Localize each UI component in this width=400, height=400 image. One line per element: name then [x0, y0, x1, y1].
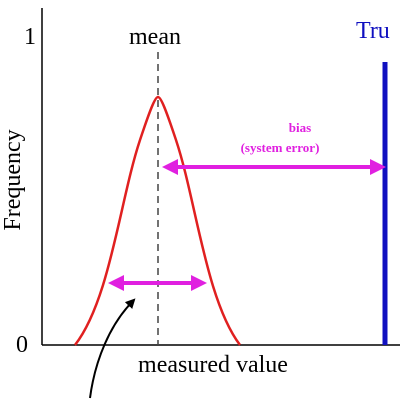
pointer-arrow	[89, 298, 136, 399]
true-value-label: Tru	[356, 18, 390, 44]
y-axis-label: Frequency	[0, 129, 26, 230]
mean-label: mean	[129, 24, 181, 50]
bias-note: (system error)	[241, 140, 320, 155]
bias-label: bias	[289, 120, 311, 135]
x-axis-label: measured value	[138, 352, 288, 378]
y-bottom-label: 0	[16, 332, 28, 358]
distribution-curve	[74, 95, 241, 346]
y-top-label: 1	[24, 24, 36, 50]
